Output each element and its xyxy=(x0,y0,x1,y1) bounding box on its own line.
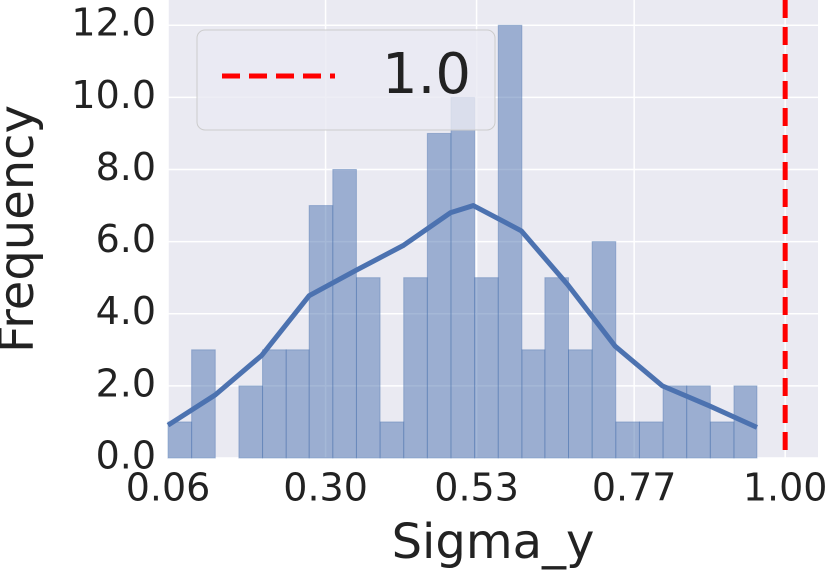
bar xyxy=(450,96,476,459)
y-tick-label: 4.0 xyxy=(96,289,156,333)
y-tick-label: 8.0 xyxy=(96,145,156,189)
bar xyxy=(308,205,334,459)
bar xyxy=(355,277,381,459)
marks xyxy=(166,0,788,459)
bar xyxy=(285,349,310,459)
bar xyxy=(474,277,499,459)
bar xyxy=(262,349,287,459)
y-axis-label: Frequency xyxy=(0,105,45,353)
y-tick-label: 2.0 xyxy=(96,361,156,405)
bar xyxy=(521,349,546,459)
bar xyxy=(544,277,570,459)
kde-line xyxy=(166,203,758,430)
y-tick-label: 10.0 xyxy=(71,73,156,117)
bar xyxy=(709,421,735,459)
x-tick-label: 0.53 xyxy=(434,466,519,510)
bar xyxy=(568,349,593,459)
bar xyxy=(615,421,640,459)
bar xyxy=(238,385,264,459)
bar xyxy=(332,168,357,459)
bar xyxy=(591,241,617,459)
legend-box xyxy=(196,29,496,131)
x-tick-label: 0.06 xyxy=(126,466,211,510)
bar xyxy=(167,421,193,459)
bar xyxy=(638,421,664,459)
x-axis-label: Sigma_y xyxy=(392,514,595,570)
x-tick-label: 0.30 xyxy=(283,466,368,510)
legend: 1.0 xyxy=(196,29,496,131)
x-tick-label: 0.77 xyxy=(592,466,677,510)
x-tick-label: 1.00 xyxy=(743,466,828,510)
y-tick-label: 12.0 xyxy=(71,1,156,45)
y-tick-label: 6.0 xyxy=(96,217,156,261)
bar xyxy=(403,277,428,459)
legend-label: 1.0 xyxy=(382,42,471,107)
y-tick-label: 0.0 xyxy=(96,434,156,478)
bar xyxy=(662,385,688,459)
bar xyxy=(497,24,523,459)
bar xyxy=(426,132,452,459)
bar xyxy=(379,421,405,459)
